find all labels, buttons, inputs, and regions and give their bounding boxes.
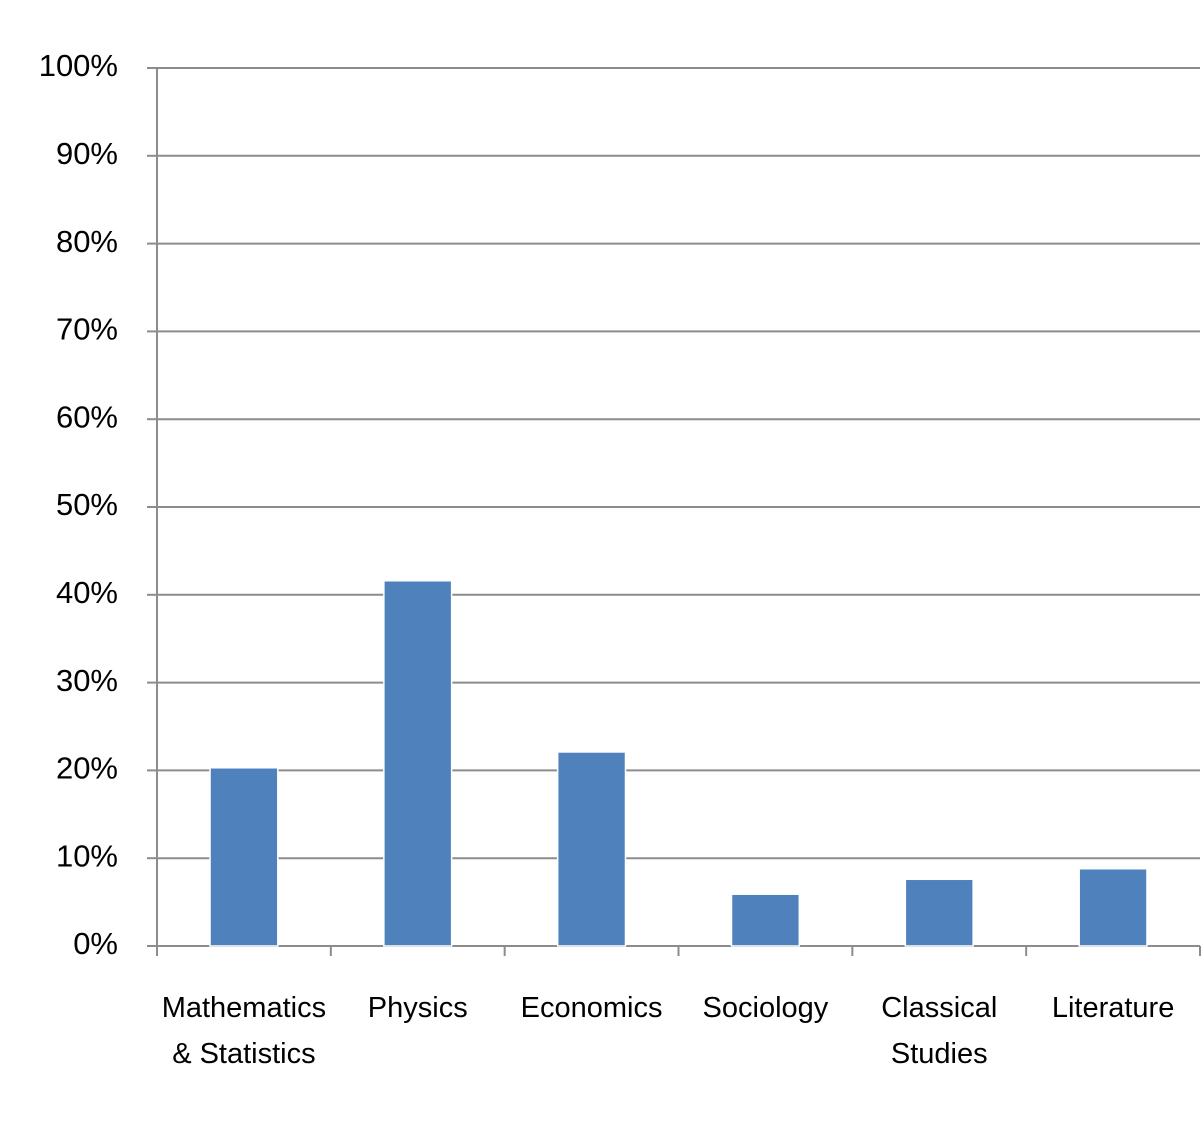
y-tick-label: 100% (39, 48, 118, 83)
x-tick-label: Literature (1051, 992, 1175, 1024)
x-tick-label: Physics (367, 992, 468, 1024)
y-tick-label: 30% (56, 663, 118, 698)
bar (556, 751, 627, 947)
bar (730, 893, 801, 947)
y-tick-label: 60% (56, 399, 118, 434)
bar (904, 878, 974, 947)
y-tick-label: 50% (56, 487, 118, 522)
x-tick-label: Mathematics & Statistics (161, 992, 327, 1070)
x-tick-label: Economics (520, 992, 663, 1024)
x-tick-label: Sociology (702, 992, 829, 1024)
y-tick-label: 90% (56, 136, 118, 171)
y-tick-label: 40% (56, 575, 118, 610)
y-tick-label: 20% (56, 751, 118, 786)
y-tick-label: 10% (56, 838, 118, 873)
y-tick-label: 80% (56, 224, 118, 259)
bar (1078, 867, 1148, 947)
y-tick-label: 70% (56, 312, 118, 347)
bar (209, 767, 279, 947)
bar (383, 580, 453, 947)
y-tick-label: 0% (73, 926, 118, 961)
x-tick-label: Classical Studies (881, 992, 998, 1070)
